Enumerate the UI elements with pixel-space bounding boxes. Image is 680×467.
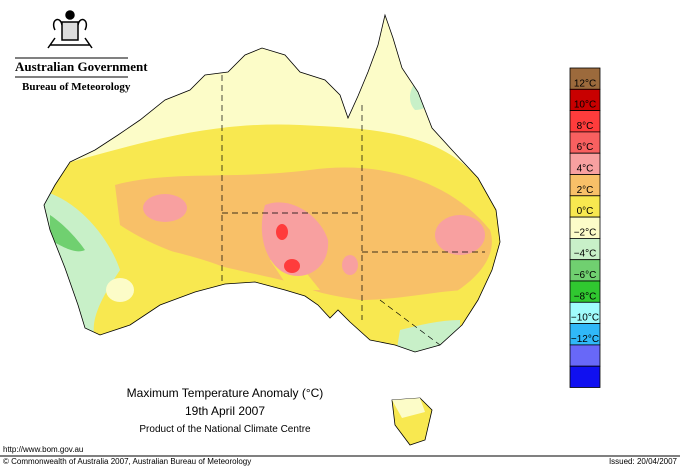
legend-label: 4°C bbox=[577, 164, 594, 175]
legend-label: 6°C bbox=[577, 142, 594, 153]
caption-product: Product of the National Climate Centre bbox=[139, 424, 311, 435]
footer-copyright: © Commonwealth of Australia 2007, Austra… bbox=[3, 457, 251, 466]
legend-label: −2°C bbox=[574, 227, 597, 238]
legend-swatch bbox=[569, 365, 601, 388]
legend-label: −10°C bbox=[571, 313, 599, 324]
legend-label: 10°C bbox=[574, 100, 596, 111]
caption-date: 19th April 2007 bbox=[185, 404, 265, 418]
legend-label: 2°C bbox=[577, 185, 594, 196]
legend-label: −8°C bbox=[574, 291, 597, 302]
legend-label: 8°C bbox=[577, 121, 594, 132]
legend: 12°C 10°C 8°C 6°C 4°C 2°C 0°C −2°C −4°C −6°C −8°C −… bbox=[569, 67, 601, 388]
caption-title: Maximum Temperature Anomaly (°C) bbox=[127, 386, 324, 400]
government: Australian Government bbox=[15, 59, 148, 74]
footer-issued: Issued: 20/04/2007 bbox=[609, 457, 678, 466]
coat-of-arms bbox=[47, 10, 93, 49]
legend-label: −12°C bbox=[571, 334, 599, 345]
legend-label: −4°C bbox=[574, 249, 597, 260]
bureau: Bureau of Meteorology bbox=[22, 81, 131, 93]
legend-label: −6°C bbox=[574, 270, 597, 281]
footer-url: http://www.bom.gov.au bbox=[3, 445, 83, 454]
legend-label: 12°C bbox=[574, 78, 596, 89]
legend-swatch bbox=[569, 344, 601, 367]
legend-label: 0°C bbox=[577, 206, 594, 217]
